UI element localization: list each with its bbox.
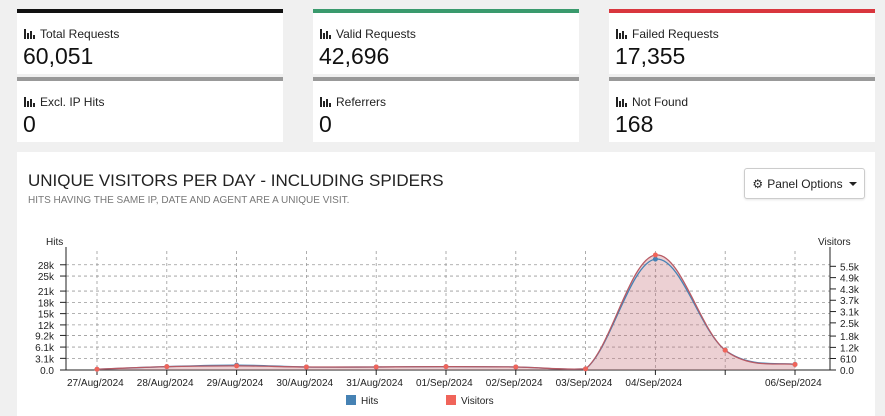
caret-down-icon: [848, 181, 857, 186]
card-label: Not Found: [632, 95, 689, 109]
panel-options-button[interactable]: ⚙ Panel Options: [744, 168, 865, 199]
panel-options-label: Panel Options: [767, 176, 843, 191]
panel-subtitle: HITS HAVING THE SAME IP, DATE AND AGENT …: [28, 195, 350, 206]
card-not-found: Not Found 168: [609, 77, 875, 142]
gear-icon: ⚙: [752, 176, 764, 191]
card-value: 0: [23, 111, 36, 137]
card-label: Failed Requests: [632, 27, 719, 41]
card-excl-ip-hits: Excl. IP Hits 0: [17, 77, 283, 142]
panel-title: UNIQUE VISITORS PER DAY - INCLUDING SPID…: [28, 171, 444, 190]
card-label: Referrers: [336, 95, 387, 109]
bar-chart-icon: [320, 29, 332, 39]
card-valid-requests: Valid Requests 42,696: [313, 9, 579, 74]
card-value: 42,696: [319, 43, 390, 69]
card-failed-requests: Failed Requests 17,355: [609, 9, 875, 74]
card-value: 17,355: [615, 43, 686, 69]
bar-chart-icon: [616, 97, 628, 107]
card-value: 168: [615, 111, 654, 137]
card-value: 0: [319, 111, 332, 137]
card-referrers: Referrers 0: [313, 77, 579, 142]
bar-chart-icon: [24, 29, 36, 39]
bar-chart-icon: [320, 97, 332, 107]
card-label: Excl. IP Hits: [40, 95, 105, 109]
card-label: Total Requests: [40, 27, 120, 41]
card-total-requests: Total Requests 60,051: [17, 9, 283, 74]
bar-chart-icon: [616, 29, 628, 39]
card-label: Valid Requests: [336, 27, 416, 41]
visitors-panel: UNIQUE VISITORS PER DAY - INCLUDING SPID…: [17, 152, 875, 416]
bar-chart-icon: [24, 97, 36, 107]
card-value: 60,051: [23, 43, 94, 69]
